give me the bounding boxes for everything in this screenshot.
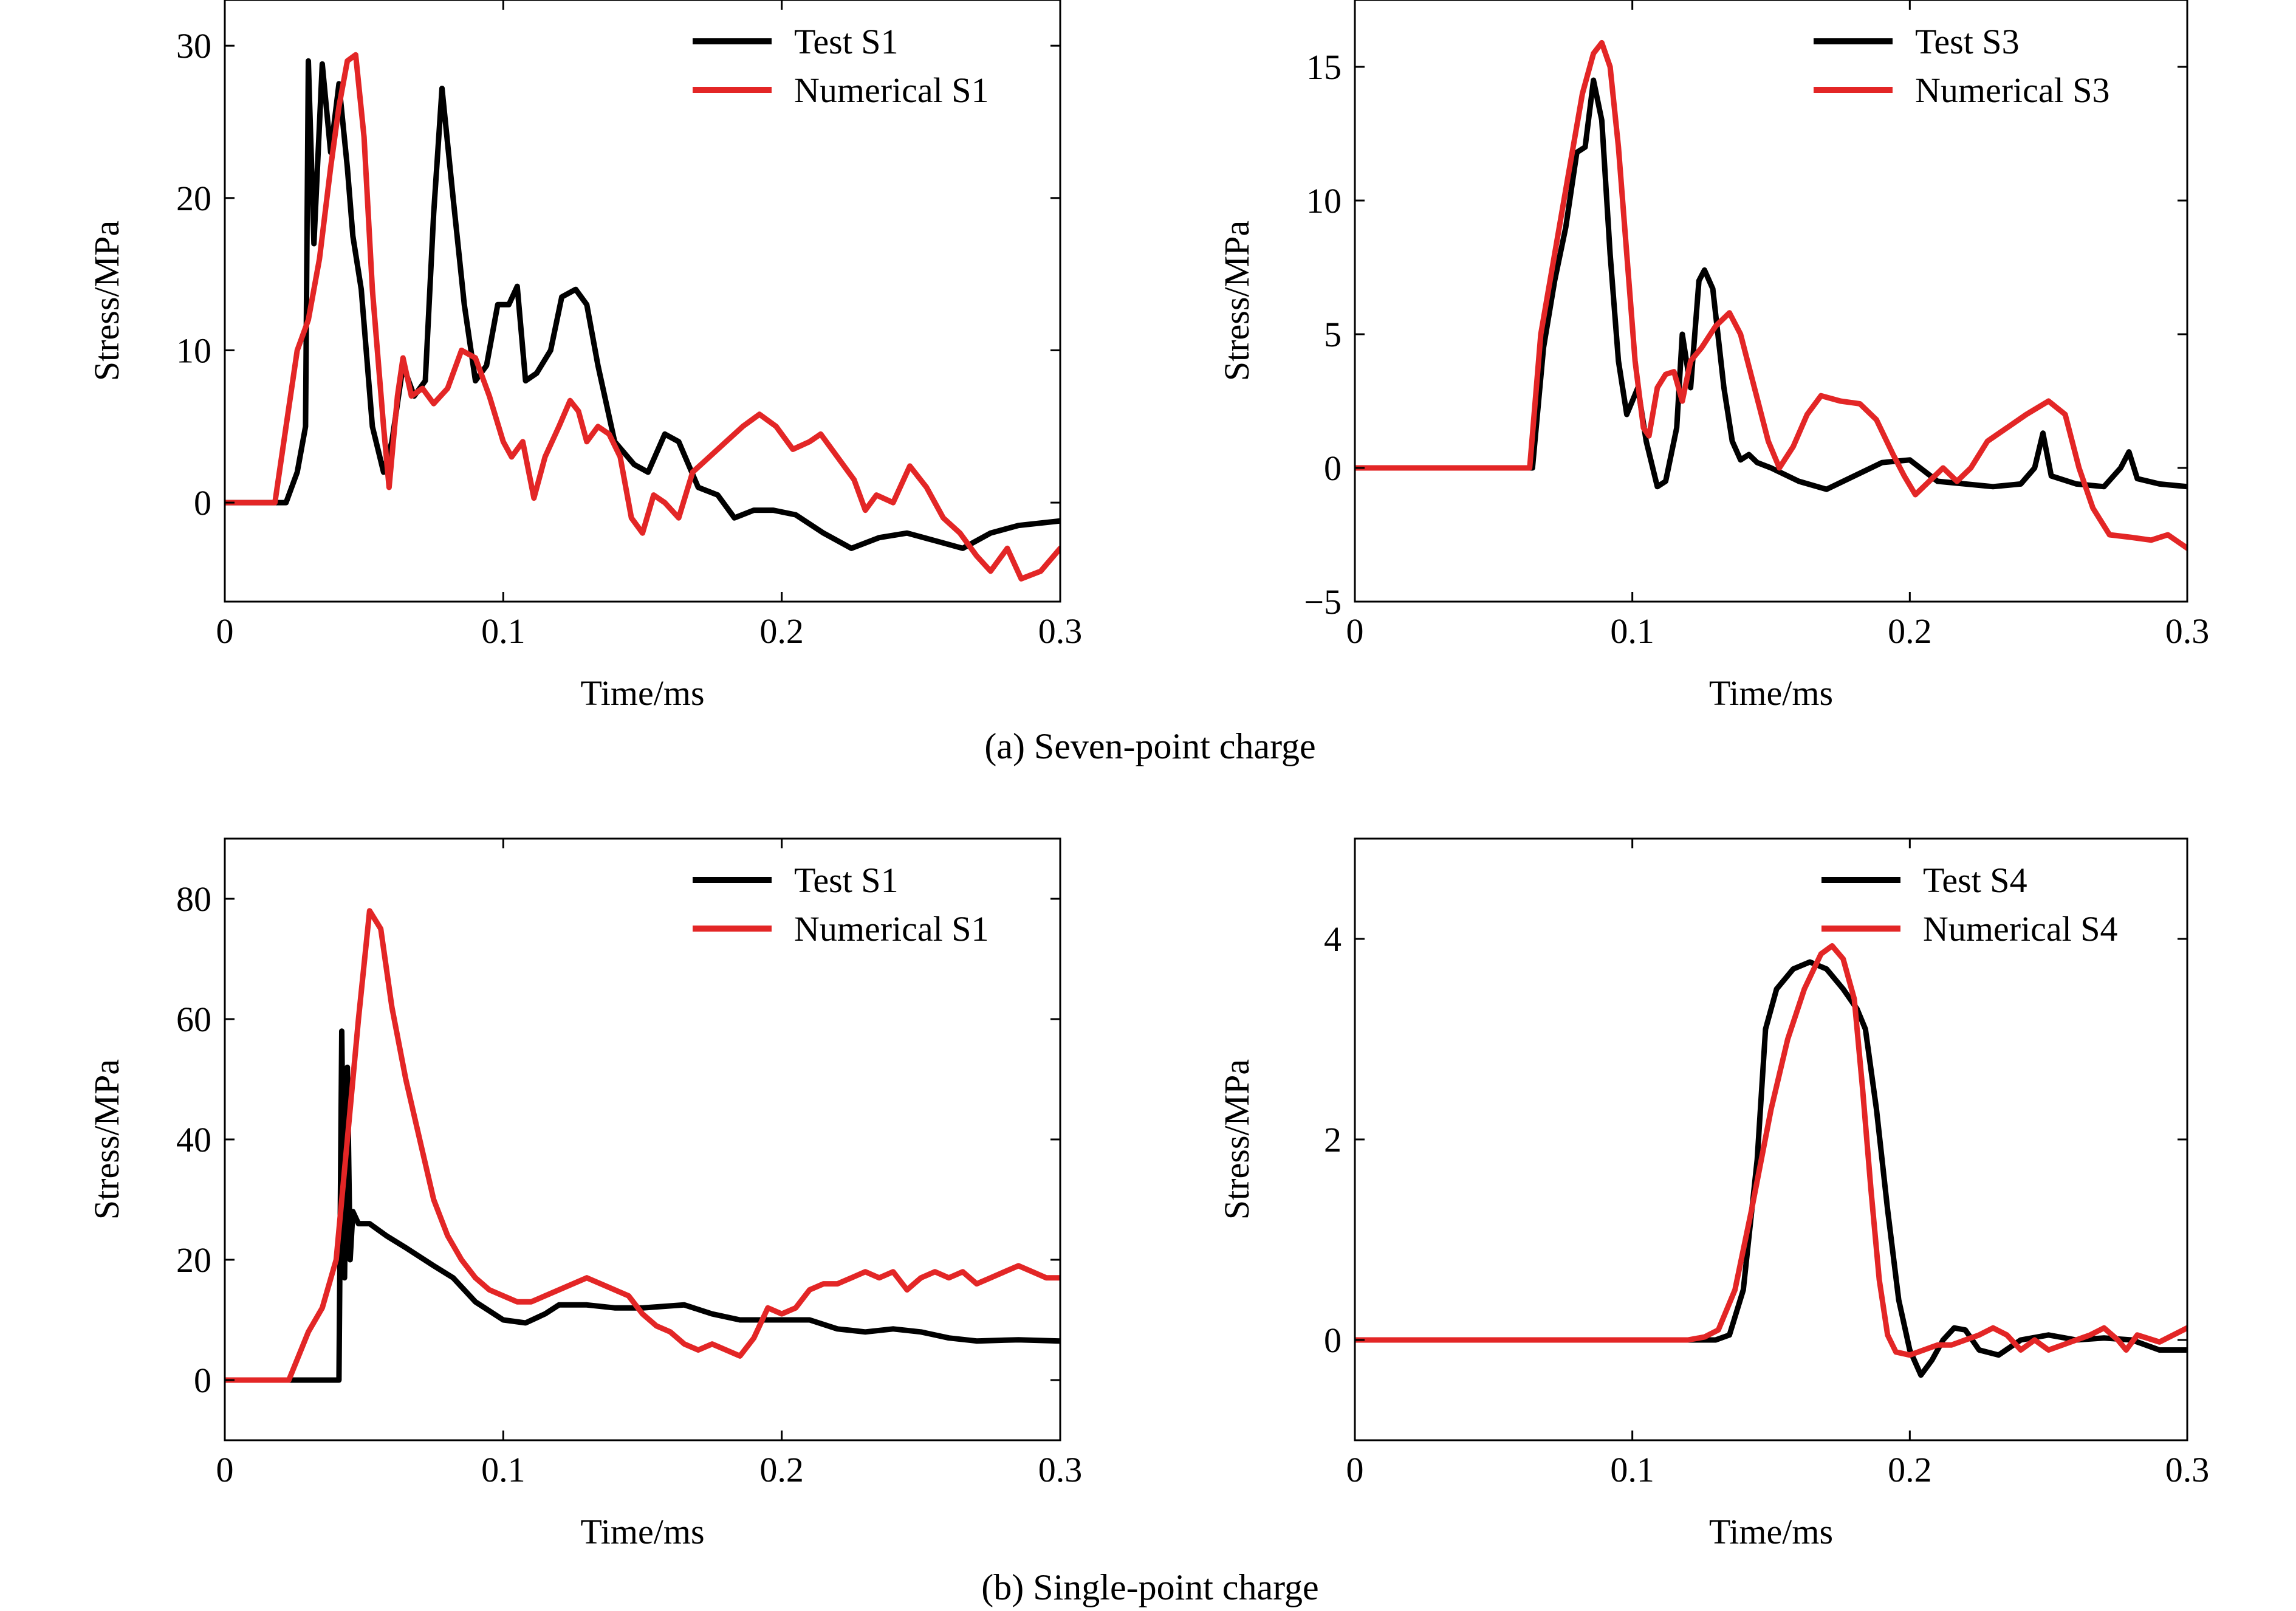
plot-frame xyxy=(224,0,1061,603)
y-tick-label: 0 xyxy=(194,483,211,523)
y-tick-label: 15 xyxy=(1306,47,1342,87)
x-tick-label: 0.2 xyxy=(1888,611,1932,651)
legend-label: Numerical S4 xyxy=(1923,909,2118,949)
y-tick-label: 0 xyxy=(1324,1321,1342,1360)
x-axis-title: Time/ms xyxy=(1709,673,1833,713)
x-axis-title: Time/ms xyxy=(580,673,704,713)
y-tick-label: 20 xyxy=(176,1240,211,1280)
y-tick-label: 5 xyxy=(1324,315,1342,354)
chart-panel-a-left: 0 0.1 0.2 0.3 0 10 20 30 Time/ms Stress/MPa Test S… xyxy=(87,0,1082,713)
x-tick-label: 0.2 xyxy=(759,611,804,651)
series-line-test xyxy=(1355,959,2187,1378)
x-axis-title: Time/ms xyxy=(1709,1512,1833,1551)
series-line-test xyxy=(1355,77,2187,492)
y-tick-label: 80 xyxy=(176,879,211,919)
legend: Test S1 Numerical S1 xyxy=(693,22,989,110)
y-tick-label: 2 xyxy=(1324,1120,1342,1159)
chart-panel-b-right: 0 0.1 0.2 0.3 0 2 4 Time/ms Stress/MPa Test S4 Num… xyxy=(1217,837,2210,1551)
y-axis-title: Stress/MPa xyxy=(1217,1059,1256,1220)
x-tick-label: 0.1 xyxy=(1610,611,1654,651)
plot-frame xyxy=(1354,0,2188,603)
legend-label: Test S3 xyxy=(1915,22,2020,61)
series-line-numerical xyxy=(225,908,1060,1383)
x-tick-label: 0.3 xyxy=(2165,1450,2210,1489)
chart-panel-b-left: 0 0.1 0.2 0.3 0 20 40 60 80 Time/ms Stress/MPa Test… xyxy=(87,837,1083,1551)
x-tick-label: 0 xyxy=(216,611,234,651)
legend-label: Numerical S1 xyxy=(794,70,989,110)
x-tick-label: 0.1 xyxy=(1610,1450,1654,1489)
x-tick-label: 0.3 xyxy=(1038,611,1083,651)
x-tick-label: 0.2 xyxy=(759,1450,804,1489)
series-line-test xyxy=(225,58,1060,551)
series-line-numerical xyxy=(1355,943,2187,1358)
legend-label: Test S1 xyxy=(794,860,899,900)
series-line-numerical xyxy=(1355,40,2187,551)
y-tick-label: 4 xyxy=(1324,919,1342,959)
legend: Test S4 Numerical S4 xyxy=(1821,860,2118,949)
legend-label: Numerical S3 xyxy=(1915,70,2110,110)
x-tick-label: 0.1 xyxy=(481,1450,526,1489)
y-tick-label: 30 xyxy=(176,26,211,66)
y-tick-label: 10 xyxy=(1306,181,1342,221)
chart-panel-a-right: 0 0.1 0.2 0.3−5051015Time/msStress/MPaTest … xyxy=(1217,0,2209,713)
y-tick-label: 20 xyxy=(176,179,211,218)
legend: Test S1 Numerical S1 xyxy=(693,860,989,949)
x-tick-label: 0 xyxy=(1346,611,1364,651)
caption-a: (a) Seven-point charge xyxy=(984,726,1315,766)
x-tick-label: 0.1 xyxy=(481,611,526,651)
y-axis-title: Stress/MPa xyxy=(87,1059,126,1220)
x-tick-label: 0 xyxy=(1346,1450,1364,1489)
x-tick-label: 0.3 xyxy=(2165,611,2210,651)
legend-label: Test S4 xyxy=(1923,860,2027,900)
legend-label: Test S1 xyxy=(794,22,899,61)
series-line-test xyxy=(225,1028,1060,1383)
y-tick-label: 60 xyxy=(176,1000,211,1039)
y-tick-label: 10 xyxy=(176,331,211,370)
y-axis-title: Stress/MPa xyxy=(1217,221,1256,381)
y-tick-label: 0 xyxy=(1324,448,1342,488)
y-axis-title: Stress/MPa xyxy=(87,221,126,381)
legend: Test S3 Numerical S3 xyxy=(1814,22,2110,110)
y-tick-label: 40 xyxy=(176,1120,211,1159)
caption-b: (b) Single-point charge xyxy=(981,1567,1318,1607)
series-line-numerical xyxy=(225,52,1060,582)
y-tick-label: −5 xyxy=(1304,582,1342,622)
x-axis-title: Time/ms xyxy=(580,1512,704,1551)
x-tick-label: 0 xyxy=(216,1450,234,1489)
x-tick-label: 0.2 xyxy=(1888,1450,1932,1489)
legend-label: Numerical S1 xyxy=(794,909,989,949)
y-tick-label: 0 xyxy=(194,1361,211,1400)
x-tick-label: 0.3 xyxy=(1038,1450,1083,1489)
